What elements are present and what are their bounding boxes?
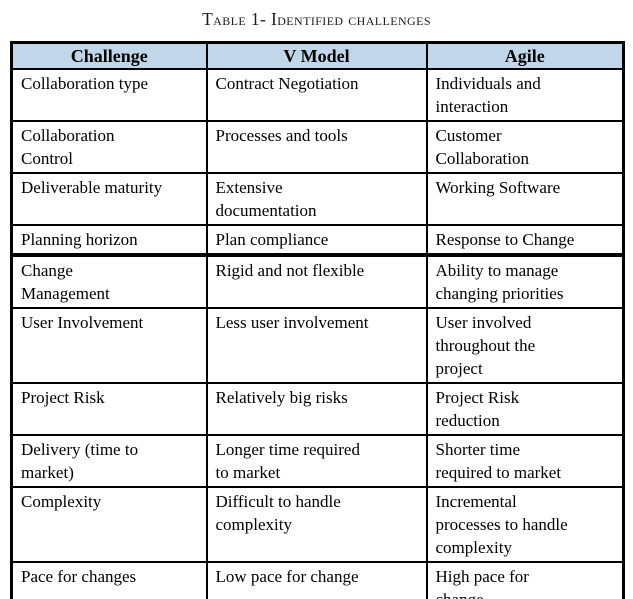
column-header-challenge: Challenge [10, 41, 208, 70]
challenges-table: Challenge V Model Agile Collaboration ty… [10, 41, 625, 599]
header-row: Challenge V Model Agile [10, 41, 625, 70]
vmodel-cell: Plan compliance [205, 224, 428, 257]
challenge-cell: Pace for changes [10, 561, 208, 599]
challenge-cell: User Involvement [10, 307, 208, 384]
vmodel-cell: Extensive documentation [205, 172, 428, 226]
table-row: Planning horizon Plan compliance Respons… [10, 224, 625, 257]
column-header-vmodel: V Model [205, 41, 428, 70]
agile-cell: High pace for change [425, 561, 625, 599]
table-row: Change Management Rigid and not flexible… [10, 254, 625, 309]
challenge-cell: Project Risk [10, 382, 208, 436]
vmodel-cell: Processes and tools [205, 120, 428, 174]
challenge-cell: Collaboration Control [10, 120, 208, 174]
agile-cell: Incremental processes to handle complexi… [425, 486, 625, 563]
table-row: User Involvement Less user involvement U… [10, 307, 625, 384]
agile-cell: Customer Collaboration [425, 120, 625, 174]
table-row: Collaboration type Contract Negotiation … [10, 68, 625, 122]
vmodel-cell: Relatively big risks [205, 382, 428, 436]
table-caption: Table 1- Identified challenges [202, 9, 431, 29]
vmodel-cell: Rigid and not flexible [205, 254, 428, 309]
vmodel-cell: Longer time required to market [205, 434, 428, 488]
agile-cell: User involved throughout the project [425, 307, 625, 384]
vmodel-cell: Contract Negotiation [205, 68, 428, 122]
table-row: Project Risk Relatively big risks Projec… [10, 382, 625, 436]
challenge-cell: Change Management [10, 254, 208, 309]
vmodel-cell: Less user involvement [205, 307, 428, 384]
agile-cell: Individuals and interaction [425, 68, 625, 122]
challenge-cell: Complexity [10, 486, 208, 563]
challenge-cell: Deliverable maturity [10, 172, 208, 226]
table-row: Pace for changes Low pace for change Hig… [10, 561, 625, 599]
table-row: Collaboration Control Processes and tool… [10, 120, 625, 174]
challenge-cell: Delivery (time to market) [10, 434, 208, 488]
vmodel-cell: Difficult to handle complexity [205, 486, 428, 563]
agile-cell: Response to Change [425, 224, 625, 257]
agile-cell: Ability to manage changing priorities [425, 254, 625, 309]
agile-cell: Project Risk reduction [425, 382, 625, 436]
vmodel-cell: Low pace for change [205, 561, 428, 599]
agile-cell: Working Software [425, 172, 625, 226]
table-row: Complexity Difficult to handle complexit… [10, 486, 625, 563]
table-row: Delivery (time to market) Longer time re… [10, 434, 625, 488]
agile-cell: Shorter time required to market [425, 434, 625, 488]
challenge-cell: Planning horizon [10, 224, 208, 257]
paper-page: Table 1- Identified challenges Challenge… [0, 9, 633, 599]
column-header-agile: Agile [425, 41, 625, 70]
table-row: Deliverable maturity Extensive documenta… [10, 172, 625, 226]
challenge-cell: Collaboration type [10, 68, 208, 122]
